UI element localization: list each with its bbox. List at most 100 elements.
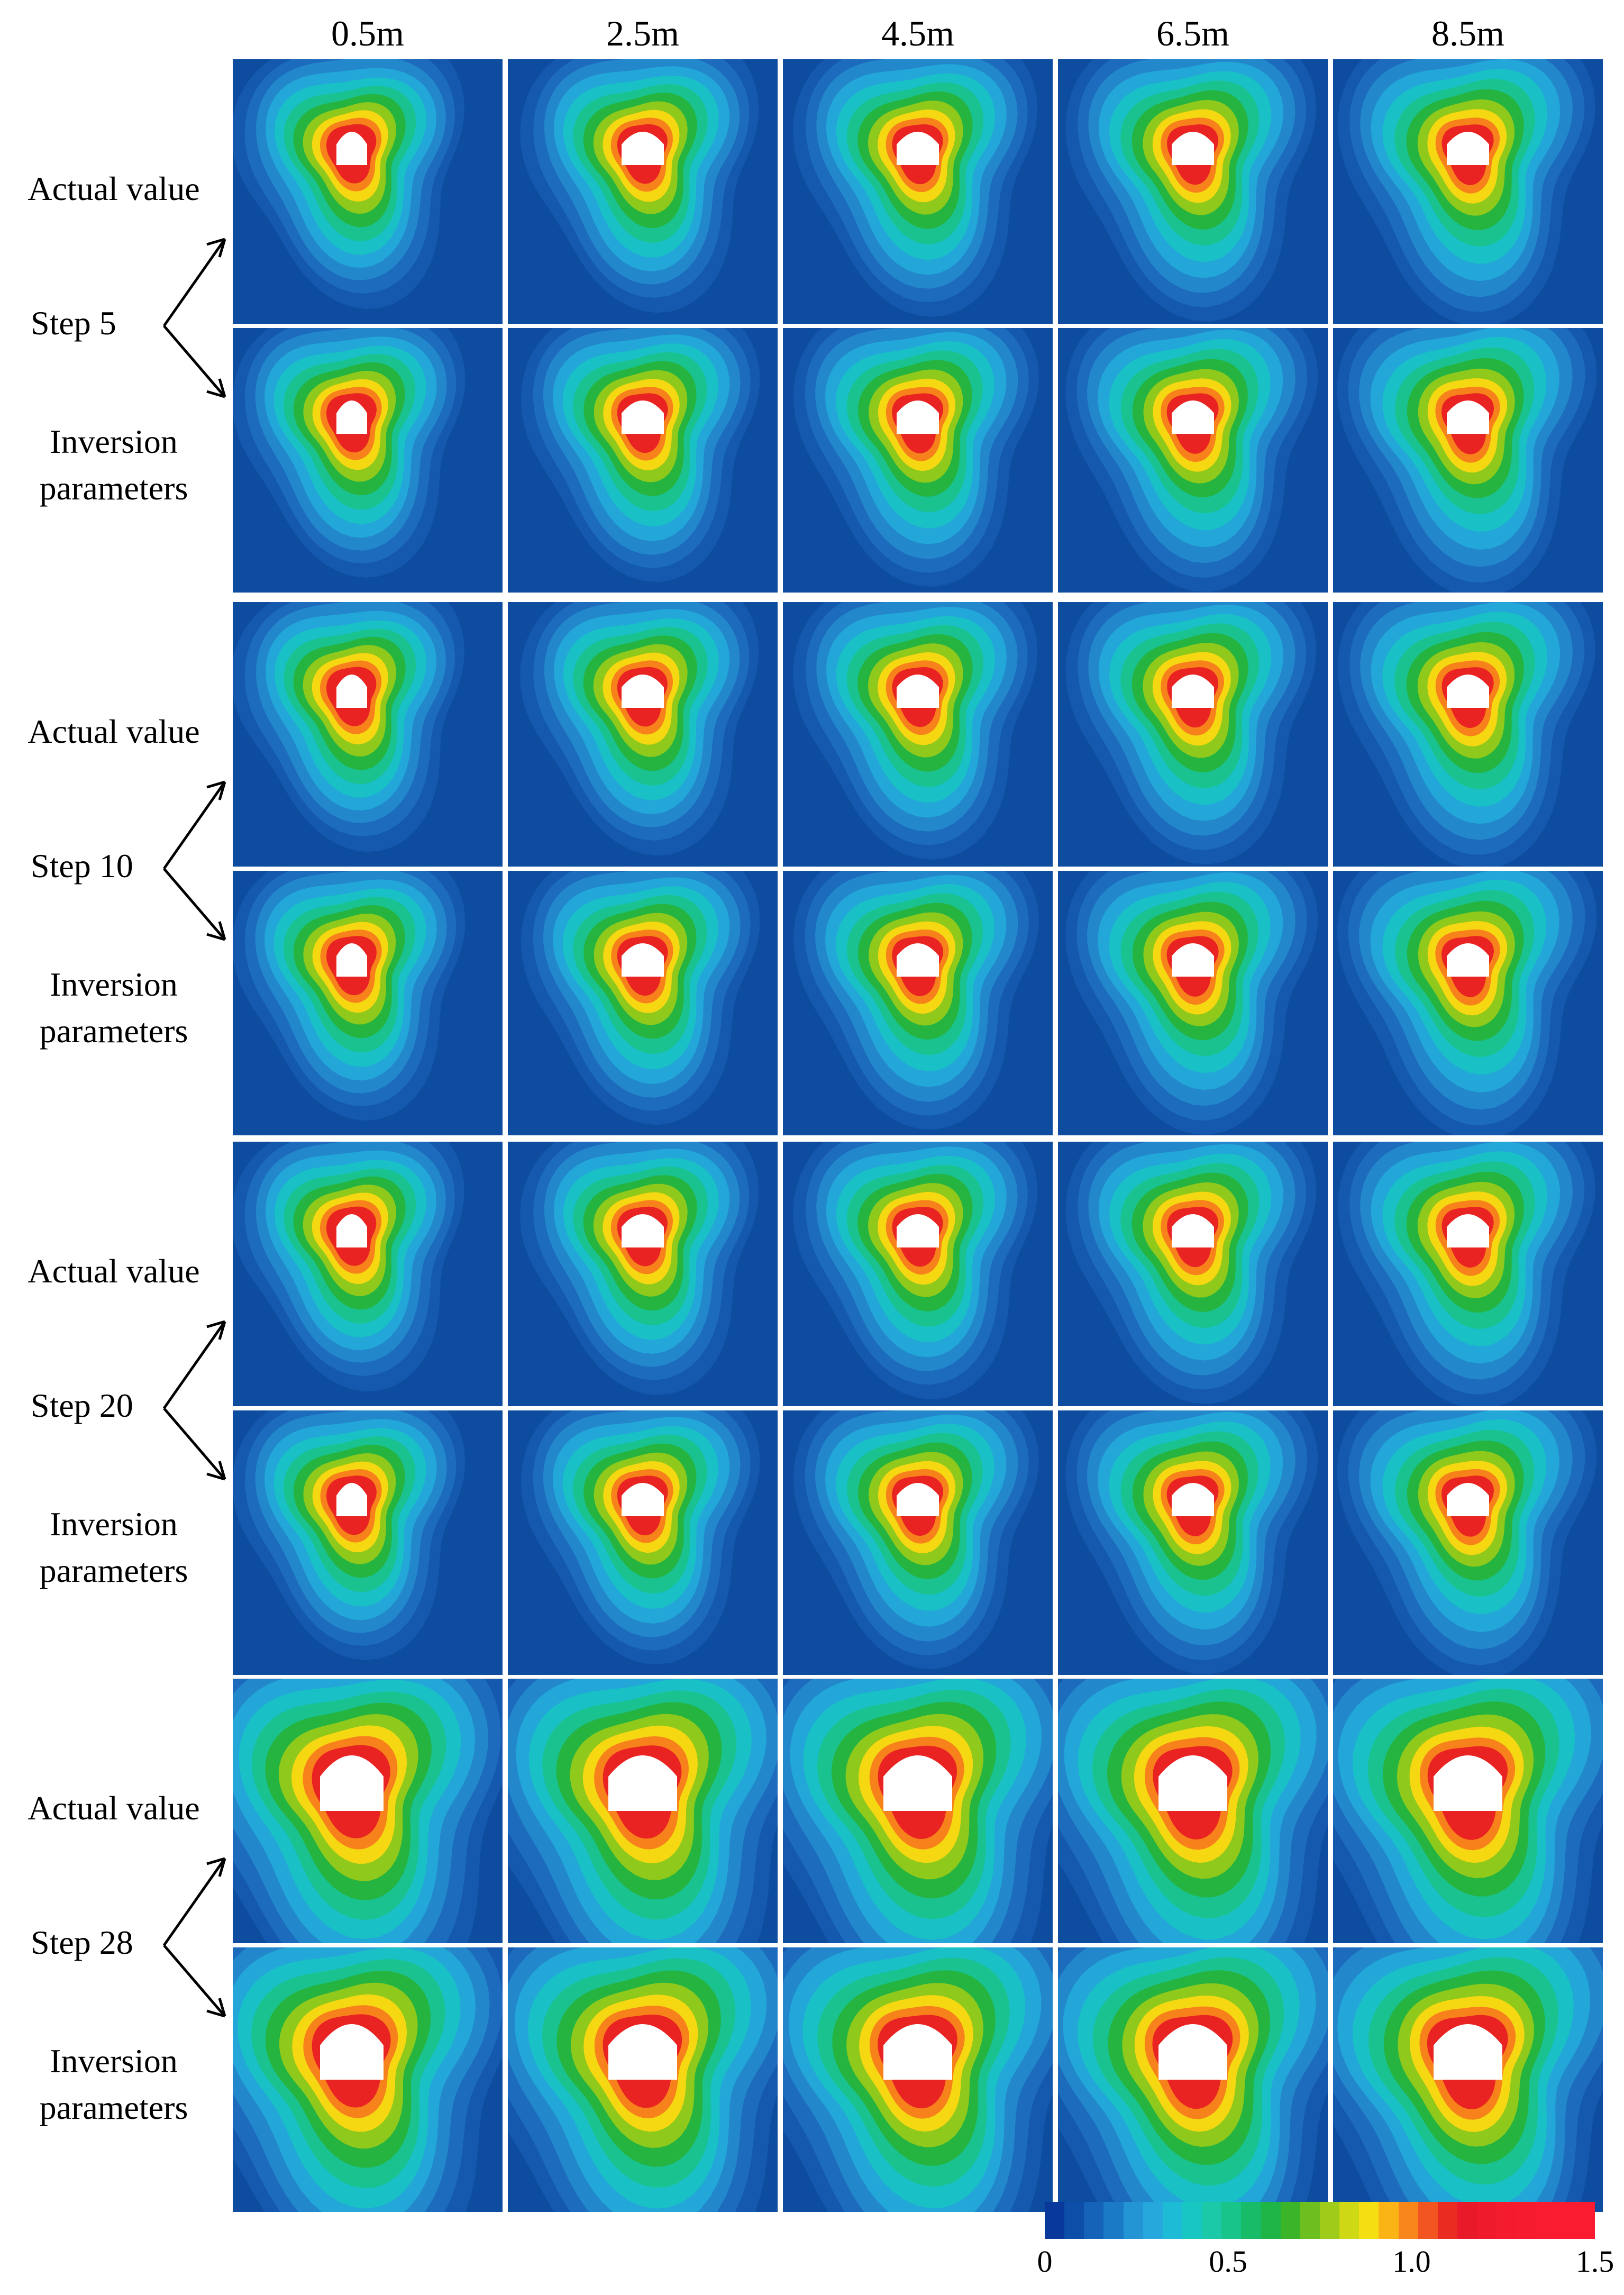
colorbar-segment — [1045, 2202, 1065, 2239]
colorbar-tick-label: 1.0 — [1392, 2244, 1431, 2279]
row-label-parameters: parameters — [39, 2089, 188, 2126]
tunnel-opening — [1447, 943, 1489, 977]
contour-panel-inversion — [783, 328, 1053, 593]
tunnel-opening — [1172, 1483, 1214, 1516]
contour-panel-inversion — [233, 1410, 503, 1675]
contour-panel-actual — [1058, 1679, 1328, 1943]
arrow-to-inversion — [163, 325, 226, 398]
colorbar-segment — [1182, 2202, 1202, 2239]
tunnel-opening — [1434, 1755, 1502, 1811]
contour-panel-actual — [1333, 1679, 1603, 1943]
row-label-actual: Actual value — [28, 1252, 200, 1290]
colorbar-segment — [1477, 2202, 1497, 2239]
contour-panel-actual — [233, 602, 503, 867]
contour-panel-actual — [1333, 602, 1603, 867]
step-label: Step 28 — [31, 1924, 133, 1961]
tunnel-opening — [1434, 2024, 1502, 2080]
colorbar-segment — [1555, 2202, 1575, 2239]
contour-panel-actual — [508, 1679, 778, 1943]
tunnel-opening — [1447, 675, 1489, 708]
tunnel-opening — [897, 1214, 939, 1247]
arrow-to-inversion — [163, 868, 226, 941]
row-label-parameters: parameters — [39, 1012, 188, 1050]
tunnel-opening — [336, 400, 367, 434]
row-label-inversion: Inversion — [50, 1505, 178, 1543]
colorbar-segment — [1221, 2202, 1242, 2239]
colorbar-segment — [1398, 2202, 1418, 2239]
tunnel-opening — [336, 943, 367, 977]
colorbar-segment — [1123, 2202, 1143, 2239]
contour-panel-actual — [233, 1679, 503, 1943]
colorbar-tick-label: 1.5 — [1575, 2244, 1614, 2279]
contour-panel-inversion — [508, 871, 778, 1135]
contour-panel-actual — [233, 59, 503, 324]
contour-panel-actual — [1058, 602, 1328, 867]
arrow-head — [206, 921, 226, 941]
contour-panel-inversion — [233, 328, 503, 593]
tunnel-opening — [336, 675, 367, 708]
tunnel-opening — [897, 1483, 939, 1516]
arrow-to-actual — [162, 1857, 226, 1946]
arrow-head — [206, 238, 226, 258]
colorbar-segment — [1261, 2202, 1281, 2239]
row-label-inversion: Inversion — [50, 2042, 178, 2080]
tunnel-opening — [622, 1483, 664, 1516]
contour-panel-inversion — [233, 1947, 503, 2212]
tunnel-opening — [320, 2024, 384, 2080]
contour-panel-actual — [1058, 1142, 1328, 1406]
tunnel-opening — [608, 2024, 677, 2080]
row-label-actual: Actual value — [28, 713, 200, 750]
tunnel-opening — [622, 132, 664, 165]
tunnel-opening — [1447, 400, 1489, 434]
colorbar-segment — [1103, 2202, 1124, 2239]
contour-panel-actual — [1058, 59, 1328, 324]
column-label: 0.5m — [331, 13, 404, 53]
colorbar — [1045, 2202, 1595, 2239]
colorbar-segment — [1437, 2202, 1457, 2239]
tunnel-opening — [320, 1755, 384, 1811]
arrow-head — [206, 1461, 226, 1481]
column-label: 6.5m — [1156, 13, 1229, 53]
contour-panel-inversion — [508, 1410, 778, 1675]
colorbar-segment — [1084, 2202, 1104, 2239]
colorbar-tick-label: 0 — [1037, 2244, 1053, 2279]
arrow-head — [206, 780, 226, 800]
arrow-to-inversion — [163, 1944, 226, 2017]
row-label-actual: Actual value — [28, 170, 200, 207]
colorbar-segment — [1202, 2202, 1222, 2239]
tunnel-opening — [622, 400, 664, 434]
colorbar-segment — [1319, 2202, 1340, 2239]
colorbar-segment — [1575, 2202, 1595, 2239]
contour-panel-actual — [783, 602, 1053, 867]
tunnel-opening — [608, 1755, 677, 1811]
contour-panel-inversion — [508, 328, 778, 593]
colorbar-segment — [1241, 2202, 1261, 2239]
row-label-inversion: Inversion — [50, 966, 178, 1003]
contour-panel-inversion — [1333, 1947, 1603, 2212]
row-label-inversion: Inversion — [50, 423, 178, 460]
tunnel-opening — [1172, 1214, 1214, 1247]
colorbar-segment — [1457, 2202, 1477, 2239]
arrow-to-actual — [162, 238, 226, 327]
contour-panel-inversion — [233, 871, 503, 1135]
contour-panel-inversion — [1058, 871, 1328, 1135]
step-label: Step 20 — [31, 1387, 133, 1424]
tunnel-opening — [1172, 675, 1214, 708]
tunnel-opening — [1447, 132, 1489, 165]
arrow-to-actual — [162, 1320, 226, 1409]
tunnel-opening — [897, 132, 939, 165]
contour-panel-inversion — [783, 871, 1053, 1135]
tunnel-opening — [622, 1214, 664, 1247]
tunnel-opening — [897, 943, 939, 977]
contour-panel-inversion — [783, 1947, 1053, 2212]
column-label: 2.5m — [606, 13, 679, 53]
tunnel-opening — [1447, 1483, 1489, 1516]
tunnel-opening — [336, 1483, 367, 1516]
column-label: 4.5m — [881, 13, 954, 53]
colorbar-segment — [1064, 2202, 1084, 2239]
contour-panel-inversion — [1058, 1410, 1328, 1675]
colorbar-segment — [1339, 2202, 1360, 2239]
tunnel-opening — [897, 675, 939, 708]
tunnel-opening — [622, 943, 664, 977]
